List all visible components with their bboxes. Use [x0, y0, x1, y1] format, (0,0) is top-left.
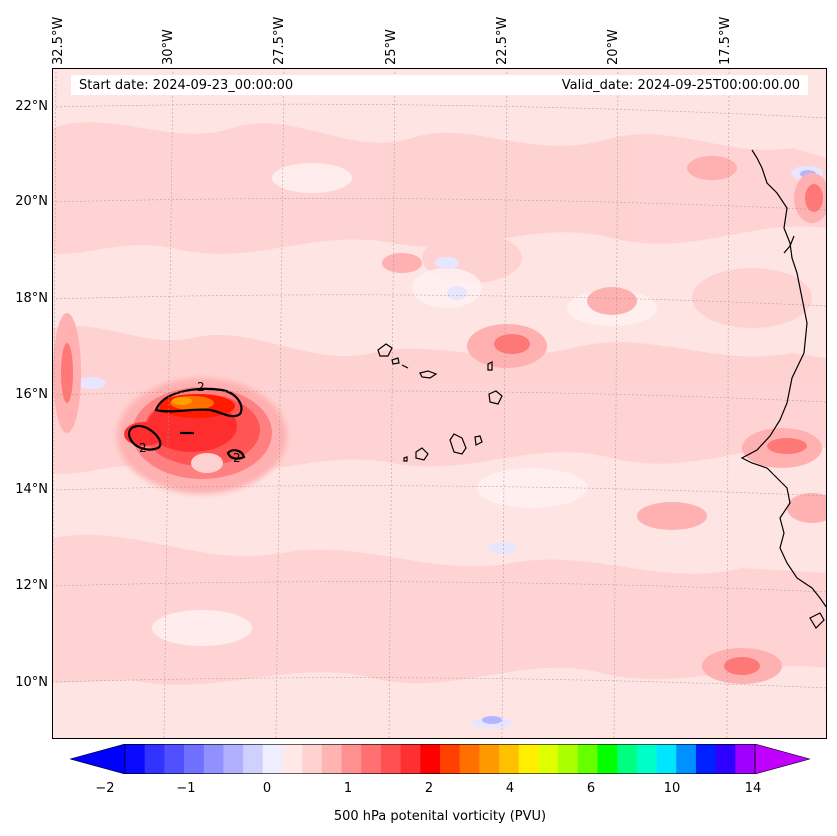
colorbar-swatch: [479, 744, 500, 774]
pv-contours: [128, 387, 246, 460]
colorbar-swatch: [223, 744, 244, 774]
colorbar-swatch: [577, 744, 598, 774]
gridlines: [52, 68, 827, 739]
colorbar-tick-label: −2: [95, 781, 115, 796]
contour-label: 2: [197, 380, 205, 394]
colorbar-tick-label: 6: [586, 781, 596, 796]
colorbar-label: 500 hPa potenital vorticity (PVU): [333, 809, 547, 824]
colorbar-swatch: [203, 744, 224, 774]
colorbar-swatch: [459, 744, 480, 774]
colorbar-swatch: [400, 744, 421, 774]
colorbar: [70, 744, 810, 774]
colorbar-swatch: [538, 744, 559, 774]
colorbar-frame: [124, 744, 756, 774]
contour-label: 2: [139, 441, 147, 455]
colorbar-swatch: [499, 744, 520, 774]
colorbar-tick-label: 2: [424, 781, 434, 796]
colorbar-swatch: [440, 744, 461, 774]
colorbar-swatch: [361, 744, 382, 774]
latitude-label: 16°N: [15, 387, 48, 402]
colorbar-swatch: [597, 744, 618, 774]
latitude-label: 20°N: [15, 194, 48, 209]
pv-vortex: [117, 378, 287, 494]
latitude-label: 10°N: [15, 675, 48, 690]
colorbar-swatch: [144, 744, 165, 774]
colorbar-swatch: [636, 744, 658, 774]
colorbar-under-arrow: [70, 744, 126, 774]
colorbar-tick-label: 14: [744, 781, 762, 796]
longitude-label: 17.5°W: [718, 16, 733, 65]
colorbar-swatch: [735, 744, 756, 774]
colorbar-swatch: [380, 744, 402, 774]
colorbar-tick-label: 10: [663, 781, 681, 796]
colorbar-swatch: [518, 744, 539, 774]
coastlines: [740, 149, 827, 629]
colorbar-swatch: [321, 744, 343, 774]
start-date-label: Start date: 2024-09-23_00:00:00: [79, 78, 294, 93]
colorbar-swatch: [125, 744, 146, 774]
longitude-label: 25°W: [384, 29, 399, 65]
latitude-label: 18°N: [15, 291, 48, 306]
colorbar-over-arrow: [754, 744, 810, 774]
latitude-label: 12°N: [15, 578, 48, 593]
field-strong-anomalies: [61, 184, 823, 675]
header-strip: [71, 75, 808, 95]
colorbar-swatch: [715, 744, 736, 774]
contour-label-group: 2 2 2: [139, 380, 241, 465]
colorbar-tick-label: −1: [176, 781, 196, 796]
latitude-label: 22°N: [15, 99, 48, 114]
colorbar-swatch: [558, 744, 579, 774]
pv-map: 2 2 2: [52, 68, 827, 739]
map-frame: [52, 68, 827, 739]
colorbar-swatch: [184, 744, 205, 774]
colorbar-swatch: [164, 744, 185, 774]
contour-label: 2: [233, 451, 241, 465]
colorbar-tick-label: 1: [343, 781, 353, 796]
colorbar-tick-label: 4: [505, 781, 515, 796]
cape-verde-islands: [377, 343, 503, 462]
colorbar-swatch: [617, 744, 638, 774]
colorbar-tick-label: 0: [262, 781, 272, 796]
longitude-label: 30°W: [161, 29, 176, 65]
colorbar-swatch: [656, 744, 677, 774]
colorbar-swatch: [243, 744, 264, 774]
valid-date-label: Valid_date: 2024-09-25T00:00:00.00: [561, 78, 800, 93]
colorbar-swatch: [282, 744, 303, 774]
longitude-label: 32.5°W: [51, 16, 66, 65]
colorbar-swatch: [695, 744, 717, 774]
longitude-label: 27.5°W: [272, 16, 287, 65]
longitude-label: 22.5°W: [495, 16, 510, 65]
colorbar-swatch: [420, 744, 441, 774]
map-panel: 2 2 2: [52, 68, 827, 739]
latitude-label: 14°N: [15, 482, 48, 497]
longitude-label: 20°W: [606, 29, 621, 65]
colorbar-swatch: [341, 744, 362, 774]
colorbar-swatch: [676, 744, 697, 774]
colorbar-swatch: [302, 744, 323, 774]
colorbar-swatch: [262, 744, 283, 774]
